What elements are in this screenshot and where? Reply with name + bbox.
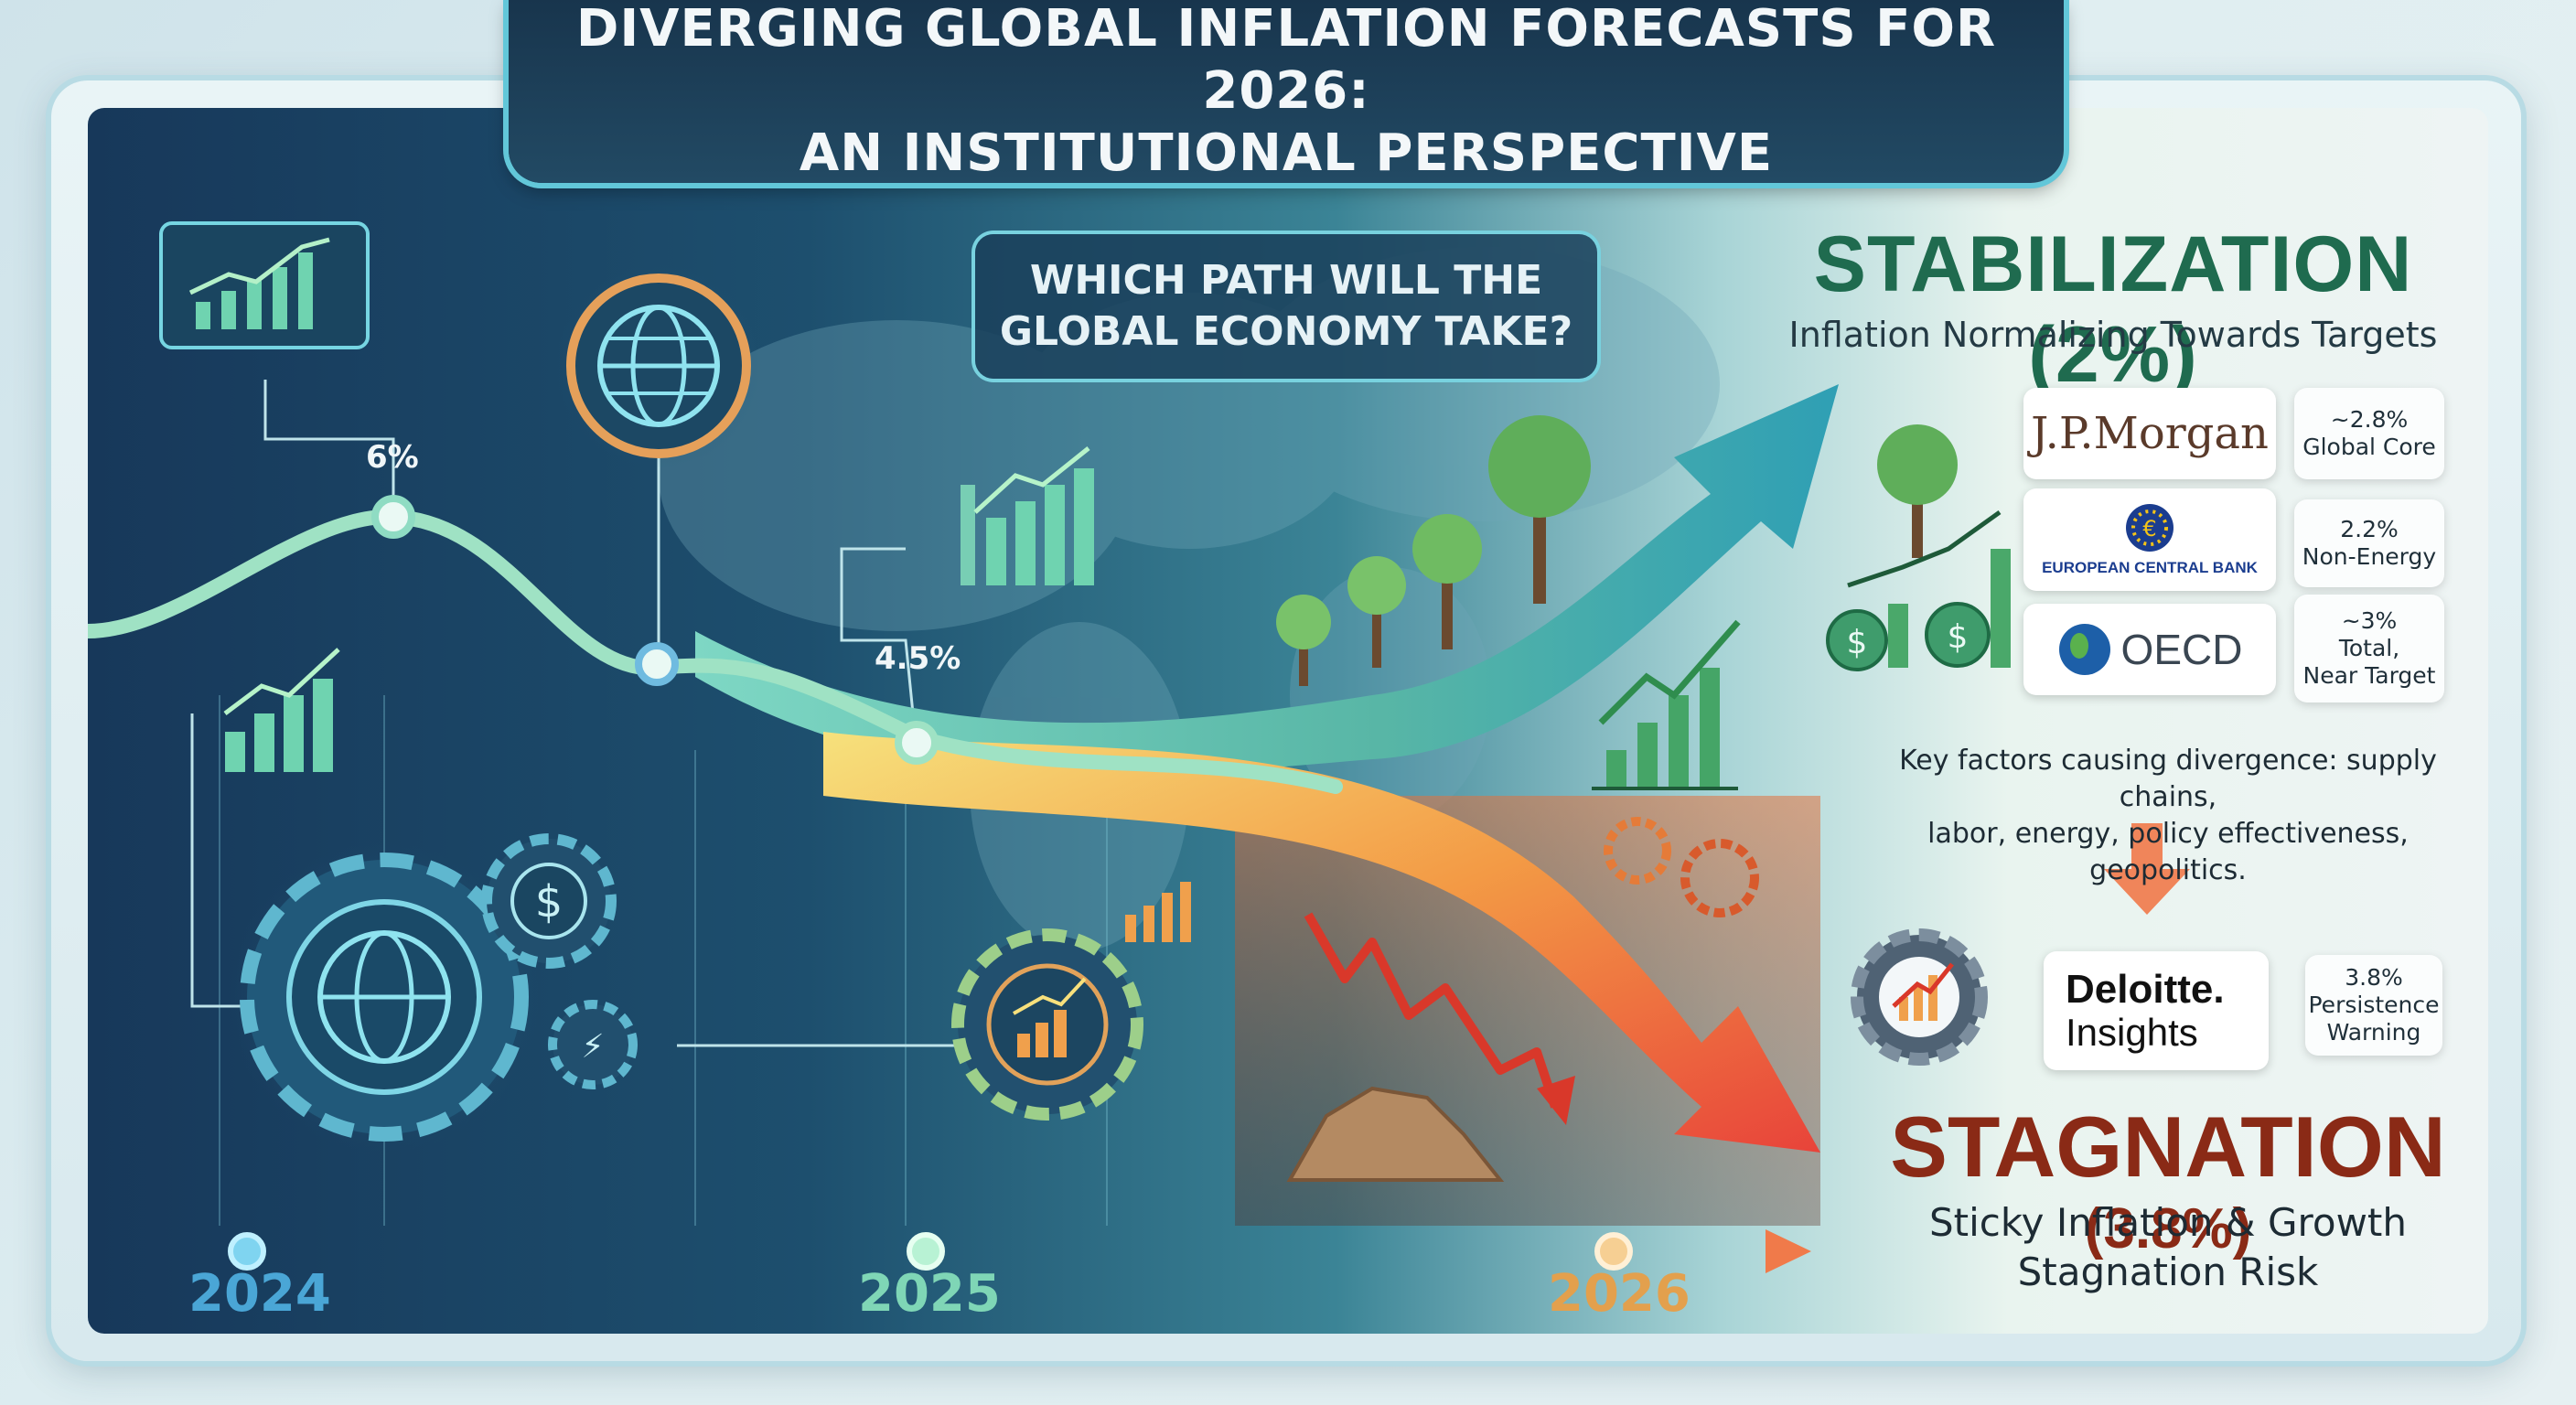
oecd-logo: OECD — [2023, 604, 2276, 695]
deloitte-forecast: 3.8% Persistence Warning — [2305, 955, 2442, 1056]
year-2025: 2025 — [858, 1264, 1001, 1324]
stabilization-arrow — [695, 384, 1839, 776]
year-2024: 2024 — [188, 1264, 331, 1324]
stabilization-subtitle: Inflation Normalizing Towards Targets — [1788, 315, 2438, 355]
question-line-2: GLOBAL ECONOMY TAKE? — [999, 308, 1573, 355]
deloitte-note-1: Persistence — [2308, 992, 2440, 1018]
energy-gear-icon: ⚡ — [548, 1000, 638, 1089]
mid-label: 4.5% — [875, 640, 961, 677]
globe-badge — [556, 263, 761, 468]
svg-text:⚡: ⚡ — [581, 1028, 604, 1066]
ecb-euro-icon: € — [2126, 504, 2174, 552]
title-banner: DIVERGING GLOBAL INFLATION FORECASTS FOR… — [509, 0, 2064, 183]
jpmorgan-forecast: ~2.8% Global Core — [2294, 388, 2444, 479]
ecb-note: Non-Energy — [2302, 543, 2437, 570]
infographic-art: $ ⚡ — [88, 221, 2190, 1273]
ecb-forecast: 2.2% Non-Energy — [2294, 499, 2444, 587]
jpmorgan-value: ~2.8% — [2330, 406, 2409, 433]
question-line-1: WHICH PATH WILL THE — [1029, 257, 1543, 304]
dollar-gear-icon: $ — [481, 833, 617, 969]
stagnation-arrow — [823, 732, 1820, 1153]
deloitte-value: 3.8% — [2345, 964, 2403, 991]
svg-text:€: € — [2142, 516, 2156, 542]
peak-label: 6% — [366, 439, 419, 476]
down-arrow-icon — [2104, 823, 2190, 915]
stagnation-title: STAGNATION (3.8%) — [1890, 1099, 2446, 1260]
ecb-logo: € EUROPEAN CENTRAL BANK — [2023, 488, 2276, 591]
oecd-value: ~3% — [2341, 607, 2398, 634]
svg-text:$: $ — [1948, 618, 1969, 656]
oecd-forecast: ~3% Total, Near Target — [2294, 595, 2444, 702]
curve-nodes — [371, 495, 939, 765]
title-line-1: DIVERGING GLOBAL INFLATION FORECASTS FOR… — [575, 0, 1997, 121]
money-tree-icon: $ $ — [1826, 424, 2011, 671]
chart-card-topleft — [159, 221, 370, 349]
orange-chart-icon — [1125, 882, 1191, 942]
stagnation-gear-icon — [1851, 928, 1988, 1066]
jpmorgan-note: Global Core — [2302, 434, 2436, 460]
svg-text:$: $ — [1847, 624, 1868, 661]
chart-icon-middle — [961, 446, 1094, 585]
ecb-value: 2.2% — [2340, 516, 2399, 542]
stabilization-title: STABILIZATION (2%) — [1813, 220, 2413, 399]
green-chart-icon — [1592, 619, 1741, 790]
deloitte-logo: Deloitte. Insights — [2044, 951, 2269, 1070]
year-2026: 2026 — [1548, 1264, 1690, 1324]
jpmorgan-logo: J.P.Morgan — [2023, 388, 2276, 479]
chart-gear-icon — [951, 928, 1143, 1121]
svg-text:$: $ — [535, 876, 564, 928]
oecd-note: Total, — [2338, 635, 2400, 661]
oecd-note-2: Near Target — [2302, 662, 2436, 689]
divergence-factors: Key factors causing divergence: supply c… — [1899, 745, 2437, 886]
question-box: WHICH PATH WILL THE GLOBAL ECONOMY TAKE? — [975, 234, 1597, 379]
title-line-2: AN INSTITUTIONAL PERSPECTIVE — [799, 123, 1774, 183]
orange-gears-icon — [1604, 817, 1759, 917]
trees-icon — [1276, 415, 1591, 686]
stagnation-subtitle: Sticky Inflation & Growth Stagnation Ris… — [1928, 1200, 2408, 1294]
timeline-bar — [133, 1229, 1811, 1273]
chart-icon-lowerleft — [223, 648, 340, 772]
deloitte-note-2: Warning — [2326, 1019, 2421, 1046]
oecd-globe-icon — [2058, 624, 2110, 675]
falling-chart-icon — [1286, 912, 1575, 1182]
gear-globe-icon — [229, 842, 540, 1153]
